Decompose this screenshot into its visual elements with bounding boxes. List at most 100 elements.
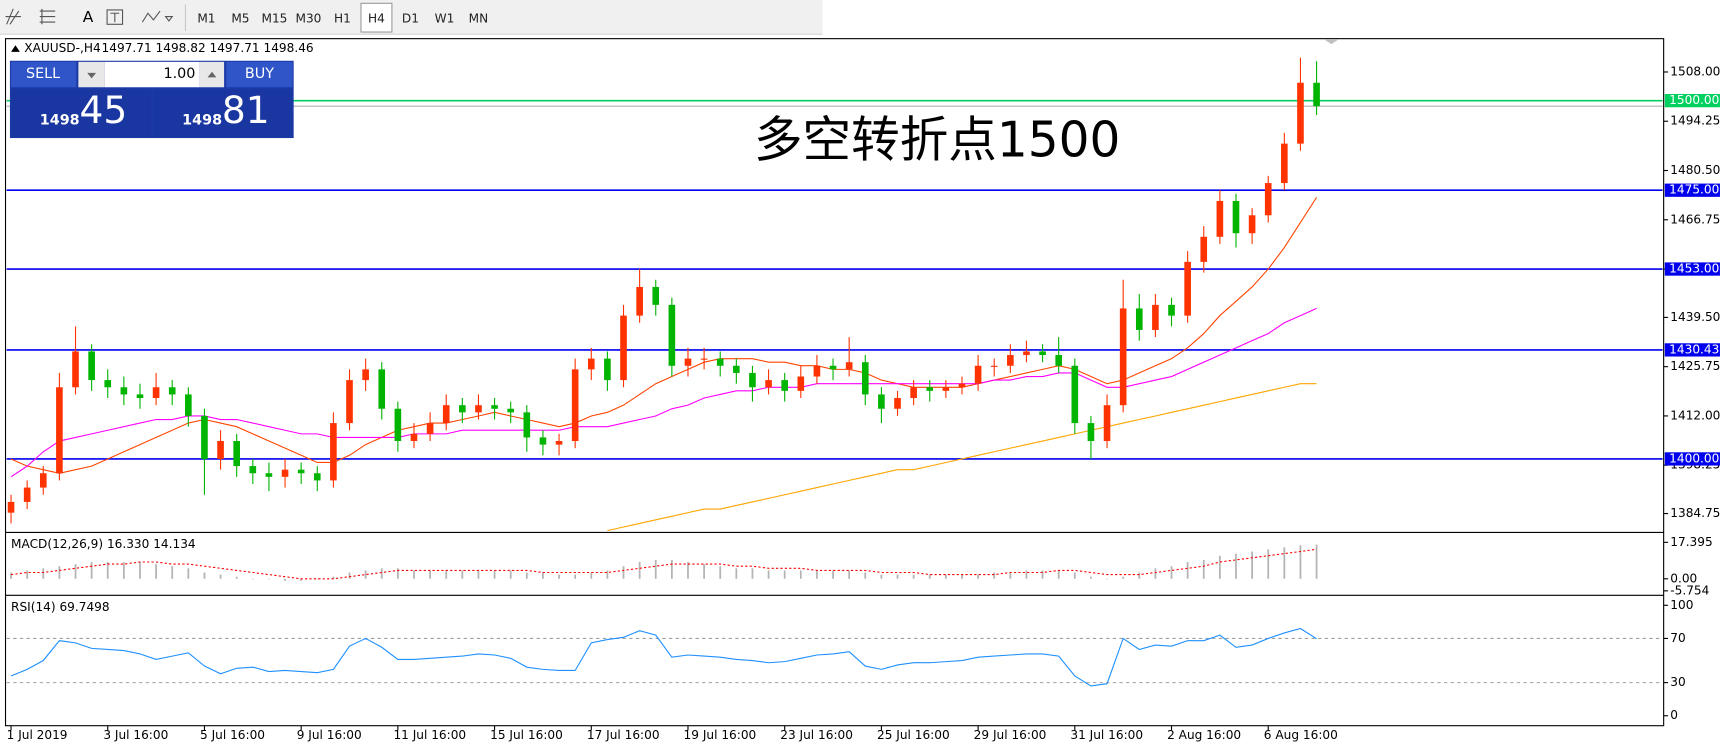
ask-pips: 81 [222,88,270,132]
macd-bar [719,566,722,579]
timeframe-button[interactable]: M5 [231,11,249,25]
candle-body [1184,261,1191,316]
macd-bar [1235,553,1237,579]
buy-button[interactable] [226,61,293,88]
candle-body [491,405,498,409]
y-tick-label: 1412.00 [1670,408,1720,422]
timeframe-button[interactable]: D1 [402,11,419,25]
candle-body [1248,215,1256,234]
timeframe-button[interactable]: M30 [296,11,322,25]
candle-body [104,380,112,388]
objects-icon[interactable] [141,10,174,23]
macd-bar [622,566,625,579]
candle-body [459,405,466,413]
candle-body [330,423,337,481]
candle-body [394,408,402,442]
chart-icon [5,8,21,25]
candle-body [297,469,305,474]
lot-field[interactable] [104,61,200,88]
candle-body [829,365,837,370]
candle-body [1007,355,1014,366]
timeframe-button[interactable]: M1 [197,11,215,25]
x-tick-label: 6 Aug 16:00 [1264,728,1338,742]
y-tick-label: 0 [1670,708,1678,722]
macd-bar [26,570,29,579]
up-arrow [207,71,217,78]
shift-marker [1324,39,1338,45]
level-price-label: 1430.43 [1669,342,1719,356]
candle-body [185,394,192,416]
ask-box[interactable] [153,89,293,137]
macd-bar [219,574,222,579]
candle-body [958,383,966,388]
macd-bar [203,572,206,579]
macd-bar [1009,572,1012,579]
timeframe-bar: M1 M5 M15 M30 H1 H4 D1 W1 MN [197,2,489,33]
candle-body [926,387,934,391]
candle-body [281,469,289,477]
sell-button[interactable] [11,61,77,88]
macd-bar [799,570,802,579]
text-label-glyph [110,12,120,23]
text-label-icon[interactable] [106,9,124,25]
toolbar-icons [5,4,187,31]
macd-bar [364,570,367,579]
macd-bar [1299,545,1302,579]
macd-bar [171,566,174,579]
candle-body [700,358,708,360]
y-tick-label: 30 [1670,675,1685,689]
macd-bar [880,574,883,579]
macd-bar [525,572,528,579]
macd-bar [687,562,689,579]
candle-body [249,466,257,474]
timeframe-button[interactable]: W1 [435,11,455,25]
macd-bar [461,570,464,579]
candle-body [765,380,772,388]
candle-body [1039,351,1046,356]
x-tick-label: 15 Jul 16:00 [490,728,563,742]
timeframe-selected [360,2,393,33]
timeframe-button[interactable]: M15 [262,11,288,25]
candle-body [974,365,982,384]
candle-body [346,380,353,424]
candle-body [7,501,15,513]
candle-body [523,412,531,438]
candle-body [636,286,643,316]
candle-body [1087,423,1095,442]
x-tick-label: 31 Jul 16:00 [1070,728,1143,742]
macd-bar [284,578,286,581]
macd-bar [638,562,641,579]
macd-bar [74,564,77,579]
candle-body [604,358,611,381]
macd-bar [1138,572,1141,579]
macd-bar [348,572,351,579]
macd-bar [864,572,867,579]
timeframe-button[interactable]: H4 [368,11,385,25]
sell-label[interactable]: SELL [26,66,60,82]
timeframe-button[interactable]: H1 [334,11,351,25]
macd-bar [1202,559,1205,579]
candle-body [861,362,869,395]
macd-bar [961,574,963,579]
macd-bar [155,564,157,579]
collapse-arrow[interactable] [11,45,20,52]
macd-bar [106,562,109,579]
moving-average [10,197,1318,474]
buy-label[interactable]: BUY [245,66,274,82]
bid-box[interactable] [11,89,152,137]
level-price-tag [1664,183,1720,197]
lot-value[interactable]: 1.00 [163,66,195,82]
macd-bar [58,566,61,579]
macd-bar [1073,572,1076,579]
macd-bar [1186,562,1189,579]
y-tick-label: -5.754 [1670,583,1709,597]
x-tick-label: 3 Jul 16:00 [103,728,168,742]
grid-icon [39,8,56,25]
timeframe-button[interactable]: MN [469,11,489,25]
text-tool[interactable]: A [83,8,94,26]
macd-bar [783,570,786,579]
x-tick-label: 23 Jul 16:00 [780,728,853,742]
x-tick-label: 17 Jul 16:00 [587,728,660,742]
macd-bar [509,570,512,579]
